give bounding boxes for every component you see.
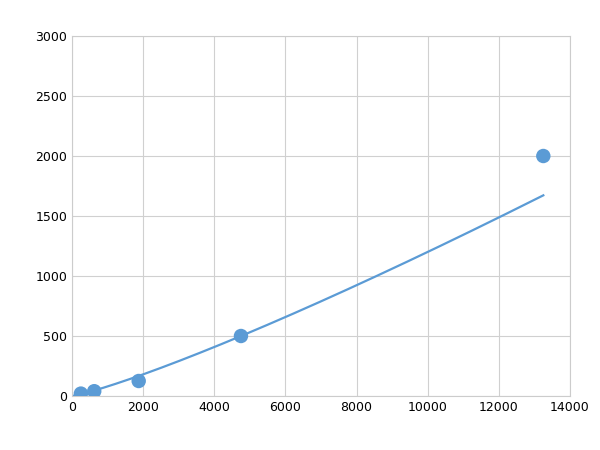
Point — [236, 333, 246, 340]
Point — [134, 378, 143, 385]
Point — [76, 390, 86, 397]
Point — [89, 387, 99, 395]
Point — [539, 153, 548, 160]
